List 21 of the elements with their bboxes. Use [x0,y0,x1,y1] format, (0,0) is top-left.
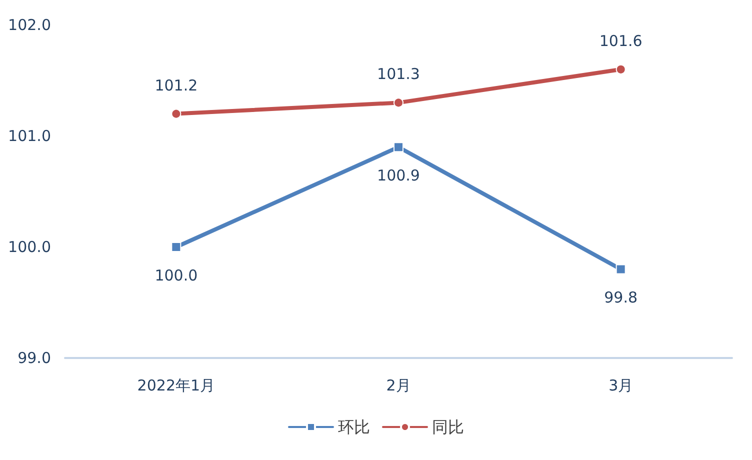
data-label: 100.9 [377,166,420,185]
data-label: 101.6 [599,32,642,50]
data-label: 101.2 [154,76,198,94]
y-tick-label: 99.0 [18,349,51,367]
point [616,264,626,274]
point [616,64,626,74]
point [394,98,404,108]
point [171,108,182,119]
data-label: 101.3 [377,65,420,84]
x-tick-label: 3月 [608,376,634,394]
data-label: 99.8 [604,288,638,307]
point [171,242,182,252]
data-label: 100.0 [154,266,198,284]
point [394,142,404,152]
x-tick-label: 2月 [386,376,411,394]
y-tick-label: 102.0 [8,16,51,34]
y-tick-label: 101.0 [8,127,51,145]
legend-label: 环比 [338,418,370,436]
x-tick-label: 2022年1月 [137,376,216,394]
y-tick-label: 100.0 [8,238,51,256]
legend-label: 同比 [432,418,464,436]
